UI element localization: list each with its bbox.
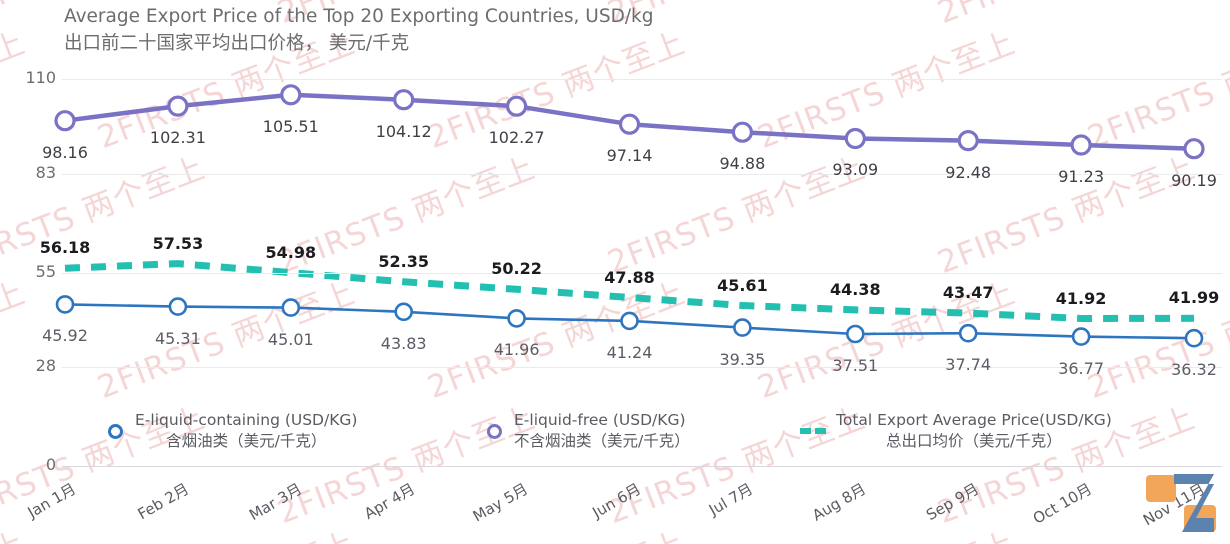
data-label: 43.83: [380, 333, 427, 353]
series-marker[interactable]: [54, 110, 76, 132]
legend-label-total-export: Total Export Average Price(USD/KG) 总出口均价…: [836, 410, 1112, 452]
y-axis-tick: 0: [45, 455, 56, 474]
data-label: 52.35: [378, 251, 429, 271]
data-label: 45.01: [267, 329, 314, 349]
y-axis-tick: 55: [35, 261, 56, 281]
x-axis-line: [62, 466, 1222, 467]
data-label: 98.16: [42, 142, 88, 162]
legend-label-cn: 总出口均价（美元/千克）: [886, 432, 1062, 450]
gridline: [62, 173, 1222, 175]
data-label: 104.12: [375, 121, 432, 141]
series-marker[interactable]: [1183, 138, 1205, 160]
legend-label-cn: 含烟油类（美元/千克）: [166, 432, 327, 450]
series-marker[interactable]: [733, 318, 752, 337]
data-label: 90.19: [1171, 170, 1217, 190]
series-marker[interactable]: [505, 95, 528, 117]
data-label: 41.24: [606, 342, 653, 362]
series-marker[interactable]: [167, 95, 189, 117]
y-axis-tick: 83: [35, 162, 56, 182]
data-label: 41.92: [1055, 288, 1107, 308]
y-axis-tick: 110: [25, 68, 56, 87]
data-label: 57.53: [152, 233, 204, 253]
legend-item-total-export-average-price[interactable]: Total Export Average Price(USD/KG) 总出口均价…: [800, 410, 1112, 452]
data-label: 102.27: [488, 128, 545, 148]
legend-item-e-liquid-free[interactable]: E-liquid-free (USD/KG) 不含烟油类（美元/千克）: [487, 410, 690, 452]
series-marker[interactable]: [958, 323, 978, 343]
series-marker[interactable]: [620, 311, 639, 331]
series-marker[interactable]: [618, 113, 641, 135]
data-label: 56.18: [39, 238, 91, 258]
series-marker[interactable]: [507, 309, 526, 328]
series-marker[interactable]: [1184, 328, 1204, 348]
series-marker[interactable]: [280, 84, 302, 106]
page-subtitle: 出口前二十国家平均出口价格， 美元/千克: [64, 33, 410, 54]
gridline: [62, 272, 1222, 274]
gridline: [62, 367, 1222, 369]
series-marker[interactable]: [844, 127, 866, 150]
series-line: [64, 260, 1195, 322]
legend-label-cn: 不含烟油类（美元/千克）: [514, 432, 690, 450]
data-label: 39.35: [719, 349, 766, 369]
series-marker[interactable]: [393, 89, 415, 111]
data-label: 93.09: [832, 160, 879, 180]
series-marker[interactable]: [957, 130, 979, 152]
data-label: 45.31: [154, 328, 201, 348]
series-marker[interactable]: [281, 298, 301, 317]
ring-marker-purple-icon: [487, 423, 502, 439]
data-label: 105.51: [262, 116, 319, 136]
legend-label-en: E-liquid-free (USD/KG): [514, 411, 686, 429]
data-label: 54.98: [265, 242, 317, 262]
legend-label-e-liquid-free: E-liquid-free (USD/KG) 不含烟油类（美元/千克）: [514, 410, 690, 452]
series-marker[interactable]: [731, 121, 754, 143]
legend-label-e-liquid-containing: E-liquid-containing (USD/KG) 含烟油类（美元/千克）: [135, 410, 357, 452]
data-label: 43.47: [942, 283, 994, 303]
data-label: 92.48: [945, 162, 992, 182]
series-marker[interactable]: [394, 302, 414, 322]
dash-marker-teal-icon: [800, 428, 826, 434]
data-label: 94.88: [719, 154, 766, 174]
data-label: 97.14: [606, 146, 653, 166]
series-marker[interactable]: [845, 324, 865, 344]
legend-item-e-liquid-containing[interactable]: E-liquid-containing (USD/KG) 含烟油类（美元/千克）: [108, 410, 357, 452]
series-marker[interactable]: [55, 295, 75, 314]
y-axis-tick: 28: [35, 356, 56, 376]
data-label: 37.74: [945, 355, 992, 375]
data-label: 91.23: [1058, 167, 1104, 187]
series-marker[interactable]: [1070, 134, 1092, 156]
chart-title-block: Average Export Price of the Top 20 Expor…: [64, 4, 654, 58]
data-label: 45.61: [717, 275, 768, 295]
ring-marker-blue-icon: [108, 423, 123, 439]
data-label: 102.31: [149, 128, 206, 148]
data-label: 47.88: [604, 267, 655, 287]
2firsts-logo: [1140, 472, 1224, 536]
page-title: Average Export Price of the Top 20 Expor…: [64, 6, 654, 27]
series-marker[interactable]: [168, 297, 188, 316]
data-label: 41.99: [1168, 288, 1220, 308]
gridline: [62, 79, 1222, 80]
data-label: 44.38: [829, 279, 881, 299]
data-label: 36.77: [1058, 358, 1104, 378]
series-marker[interactable]: [1071, 327, 1091, 346]
data-label: 50.22: [491, 259, 542, 279]
data-label: 37.51: [832, 356, 879, 376]
data-label: 45.92: [42, 326, 88, 346]
legend-label-en: E-liquid-containing (USD/KG): [135, 411, 358, 429]
legend-label-en: Total Export Average Price(USD/KG): [836, 411, 1112, 429]
data-label: 36.32: [1171, 360, 1217, 380]
data-label: 41.96: [493, 340, 540, 360]
